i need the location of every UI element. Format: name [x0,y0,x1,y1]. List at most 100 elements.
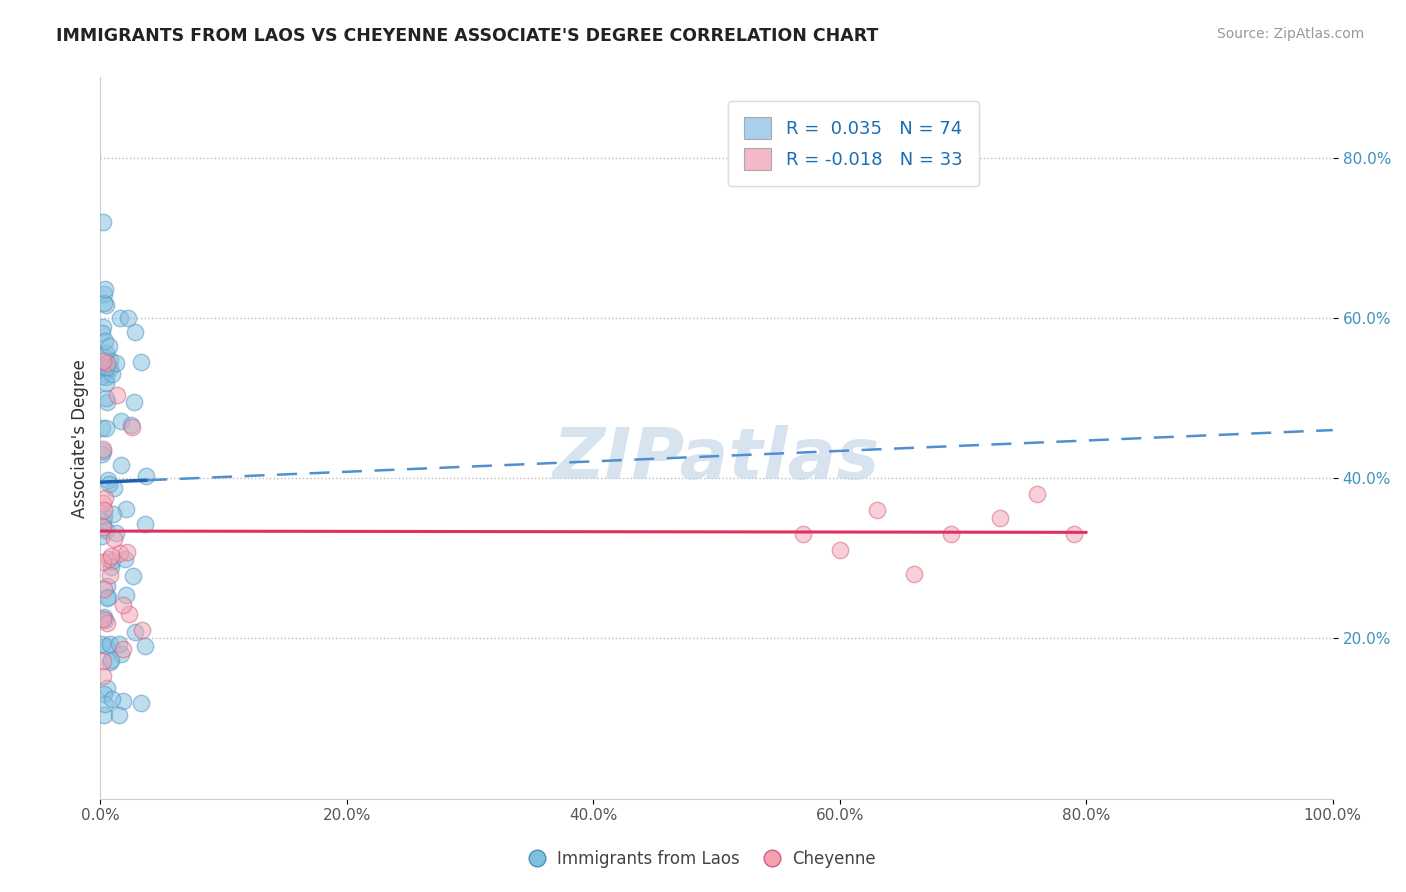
Point [97,339,120,353]
Point [91,555,114,569]
Point [96,370,118,384]
Point [94,613,117,627]
Point [96,591,118,605]
Point [100,549,122,564]
Legend: Immigrants from Laos, Cheyenne: Immigrants from Laos, Cheyenne [524,844,882,875]
Point [108,708,131,723]
Y-axis label: Associate's Degree: Associate's Degree [72,359,89,517]
Point [93,582,115,596]
Point [98,353,121,368]
Point [135,469,157,483]
Point [98,476,121,491]
Point [100,653,122,667]
Point [108,310,131,325]
Point [91,359,114,373]
Point [94,697,117,711]
Point [94,421,117,435]
Point [91,637,114,651]
Point [90,529,112,543]
Text: ZIPatlas: ZIPatlas [553,425,880,494]
Point [792,527,814,541]
Point [91,360,114,375]
Point [108,637,131,651]
Point [98,360,121,375]
Point [93,286,115,301]
Point [124,394,146,409]
Point [96,681,118,695]
Point [93,687,115,701]
Point [118,607,141,621]
Point [828,543,851,558]
Text: Source: ZipAtlas.com: Source: ZipAtlas.com [1216,27,1364,41]
Point [110,414,132,428]
Point [96,391,118,405]
Point [91,496,114,510]
Point [96,615,118,630]
Point [96,355,118,369]
Point [988,511,1011,525]
Point [94,376,117,391]
Point [903,567,925,582]
Point [96,579,118,593]
Point [98,567,121,582]
Point [114,587,136,601]
Point [124,325,146,339]
Point [93,612,115,626]
Legend: R =  0.035   N = 74, R = -0.018   N = 33: R = 0.035 N = 74, R = -0.018 N = 33 [728,101,979,186]
Point [108,546,131,560]
Point [91,669,114,683]
Point [939,527,962,541]
Point [91,654,114,668]
Point [93,508,115,523]
Point [105,355,128,369]
Point [93,708,115,723]
Point [115,502,138,516]
Point [90,421,112,435]
Point [94,334,117,348]
Point [134,516,156,531]
Point [98,637,121,651]
Point [96,360,118,375]
Point [94,491,117,505]
Point [122,568,145,582]
Point [124,624,146,639]
Point [120,418,142,433]
Point [91,442,114,457]
Point [90,368,112,383]
Point [91,354,114,368]
Point [100,560,122,574]
Point [129,355,152,369]
Point [94,298,117,312]
Point [1063,527,1085,541]
Point [115,544,138,558]
Point [101,554,124,568]
Point [91,514,114,528]
Point [91,520,114,534]
Point [110,458,132,473]
Point [121,419,143,434]
Point [112,598,135,612]
Point [97,552,120,566]
Point [91,320,114,334]
Point [93,350,115,364]
Point [98,655,121,669]
Point [90,326,112,340]
Point [93,502,115,516]
Point [101,691,124,706]
Point [129,696,152,710]
Point [103,532,125,546]
Text: IMMIGRANTS FROM LAOS VS CHEYENNE ASSOCIATE'S DEGREE CORRELATION CHART: IMMIGRANTS FROM LAOS VS CHEYENNE ASSOCIA… [56,27,879,45]
Point [101,508,124,522]
Point [94,523,117,537]
Point [93,610,115,624]
Point [111,641,134,656]
Point [114,552,136,566]
Point [117,310,139,325]
Point [96,639,118,653]
Point [112,694,135,708]
Point [91,215,114,229]
Point [91,447,114,461]
Point [866,503,889,517]
Point [1026,487,1049,501]
Point [101,367,124,381]
